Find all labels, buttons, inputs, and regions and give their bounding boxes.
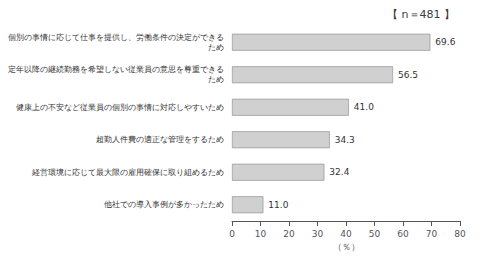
svg-text:41.0: 41.0: [354, 102, 374, 112]
svg-text:30: 30: [312, 229, 324, 239]
svg-text:70: 70: [426, 229, 438, 239]
svg-text:ため: ため: [208, 75, 224, 84]
svg-text:60: 60: [397, 229, 409, 239]
svg-text:11.0: 11.0: [268, 200, 288, 210]
svg-text:超勤人件費の適正な管理をするため: 超勤人件費の適正な管理をするため: [96, 135, 224, 144]
svg-text:34.3: 34.3: [335, 135, 355, 145]
svg-text:【 n＝481 】: 【 n＝481 】: [387, 8, 455, 21]
svg-text:20: 20: [283, 229, 295, 239]
svg-text:80: 80: [454, 229, 466, 239]
svg-text:経営環境に応じて最大限の雇用確保に取り組めるため: 経営環境に応じて最大限の雇用確保に取り組めるため: [31, 168, 224, 177]
svg-text:0: 0: [229, 229, 235, 239]
svg-text:（％）: （％）: [333, 242, 360, 252]
svg-text:健康上の不安など従業員の個別の事情に対応しやすいため: 健康上の不安など従業員の個別の事情に対応しやすいため: [16, 103, 224, 112]
svg-text:69.6: 69.6: [435, 37, 455, 47]
svg-text:10: 10: [255, 229, 267, 239]
svg-text:40: 40: [340, 229, 352, 239]
svg-text:56.5: 56.5: [398, 70, 418, 80]
svg-text:定年以降の継続勤務を希望しない従業員の意思を尊重できる: 定年以降の継続勤務を希望しない従業員の意思を尊重できる: [8, 65, 224, 74]
svg-text:ため: ため: [208, 43, 224, 52]
svg-text:他社での導入事例が多かったため: 他社での導入事例が多かったため: [104, 200, 224, 209]
svg-text:50: 50: [369, 229, 381, 239]
svg-text:個別の事情に応じて仕事を提供し、労働条件の決定ができる: 個別の事情に応じて仕事を提供し、労働条件の決定ができる: [8, 33, 224, 42]
svg-text:32.4: 32.4: [329, 167, 349, 177]
